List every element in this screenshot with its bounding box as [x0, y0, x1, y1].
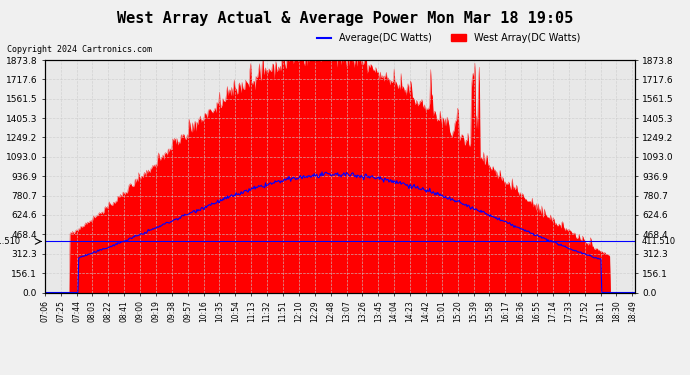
Text: 411.510: 411.510 — [642, 237, 676, 246]
Text: Copyright 2024 Cartronics.com: Copyright 2024 Cartronics.com — [7, 45, 152, 54]
Text: 411.510: 411.510 — [0, 237, 21, 246]
Legend: Average(DC Watts), West Array(DC Watts): Average(DC Watts), West Array(DC Watts) — [313, 29, 584, 47]
Text: West Array Actual & Average Power Mon Mar 18 19:05: West Array Actual & Average Power Mon Ma… — [117, 11, 573, 26]
